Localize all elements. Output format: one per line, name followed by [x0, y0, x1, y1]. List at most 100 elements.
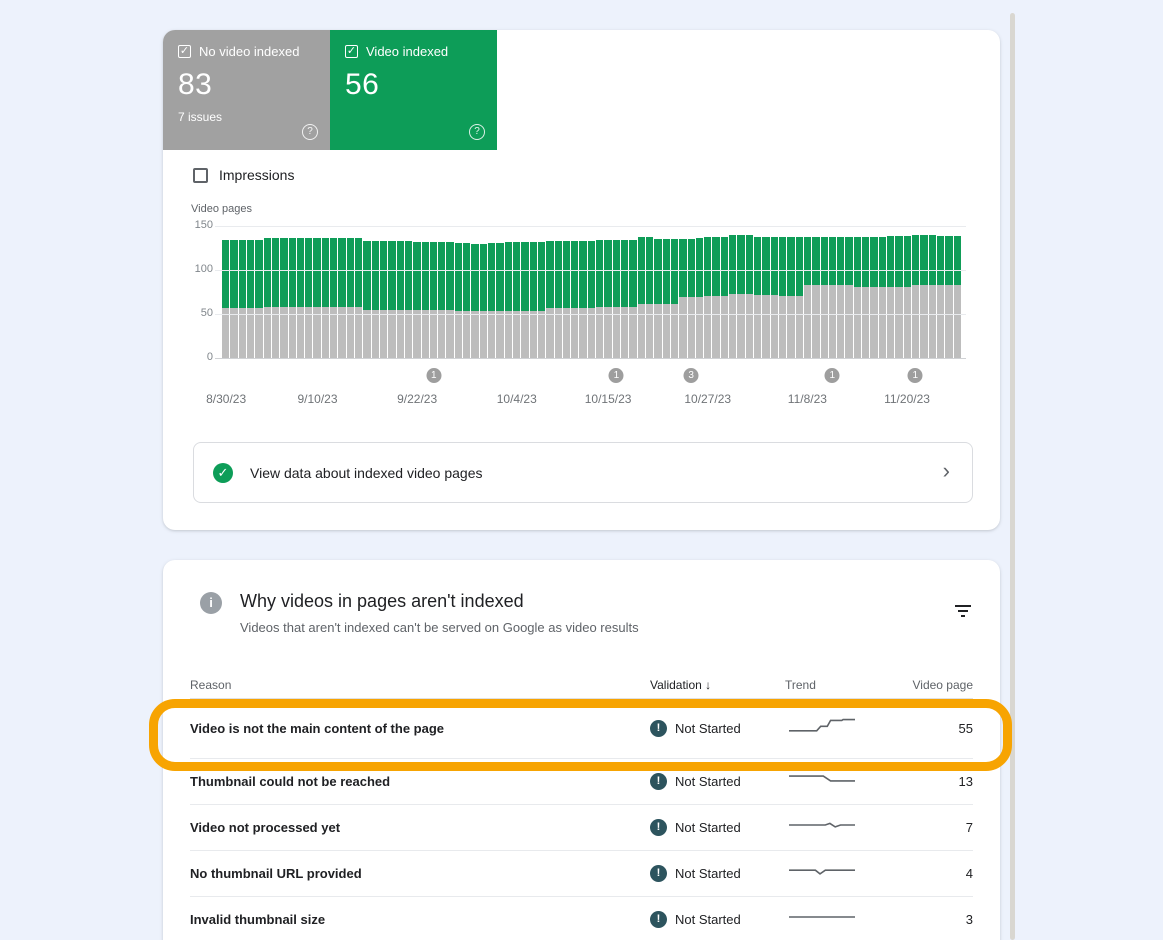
video-indexed-checkbox[interactable]: ✓ — [345, 45, 358, 58]
bar-day[interactable] — [246, 240, 255, 358]
bar-day[interactable] — [712, 237, 720, 358]
bar-day[interactable] — [612, 240, 620, 358]
bar-day[interactable] — [379, 240, 388, 358]
bar-day[interactable] — [587, 240, 596, 358]
bar-day[interactable] — [471, 243, 479, 358]
bar-day[interactable] — [463, 242, 471, 358]
bar-day[interactable] — [936, 235, 945, 358]
bar-day[interactable] — [837, 236, 845, 358]
bar-day[interactable] — [438, 241, 446, 358]
column-header-reason[interactable]: Reason — [190, 678, 232, 692]
bar-day[interactable] — [662, 239, 670, 358]
bar-day[interactable] — [762, 236, 770, 358]
bar-day[interactable] — [263, 238, 271, 358]
bar-day[interactable] — [222, 240, 230, 358]
table-row[interactable]: Thumbnail could not be reached! Not Start… — [190, 759, 973, 805]
event-badge[interactable]: 3 — [683, 368, 699, 383]
table-row[interactable]: No thumbnail URL provided! Not Started 4 — [190, 851, 973, 897]
bar-day[interactable] — [346, 238, 354, 358]
bar-day[interactable] — [521, 241, 529, 358]
filter-icon[interactable] — [951, 602, 975, 622]
table-row[interactable]: Video is not the main content of the pag… — [190, 699, 973, 759]
bar-day[interactable] — [679, 239, 687, 358]
no-video-indexed-checkbox[interactable]: ✓ — [178, 45, 191, 58]
bar-day[interactable] — [596, 240, 604, 358]
bar-day[interactable] — [895, 235, 903, 358]
bar-day[interactable] — [230, 240, 238, 358]
bar-day[interactable] — [928, 234, 936, 358]
bar-day[interactable] — [388, 240, 396, 358]
bar-day[interactable] — [845, 236, 853, 358]
bar-day[interactable] — [321, 238, 330, 358]
bar-day[interactable] — [504, 241, 512, 358]
bar-day[interactable] — [654, 239, 662, 358]
bar-day[interactable] — [512, 241, 521, 358]
bar-day[interactable] — [695, 238, 704, 358]
bar-day[interactable] — [305, 238, 313, 358]
help-icon[interactable]: ? — [469, 124, 485, 140]
bar-day[interactable] — [479, 243, 487, 358]
bar-day[interactable] — [828, 237, 837, 358]
bar-day[interactable] — [496, 242, 504, 358]
bar-day[interactable] — [554, 240, 562, 358]
bar-day[interactable] — [787, 236, 795, 358]
bar-day[interactable] — [429, 241, 438, 358]
bar-day[interactable] — [579, 240, 587, 358]
bar-day[interactable] — [446, 241, 454, 358]
bar-day[interactable] — [355, 238, 363, 358]
bar-day[interactable] — [621, 240, 629, 358]
bar-day[interactable] — [529, 241, 537, 358]
bar-day[interactable] — [562, 240, 571, 358]
bar-day[interactable] — [637, 237, 645, 358]
bar-day[interactable] — [770, 236, 778, 358]
bar-day[interactable] — [795, 236, 803, 358]
tile-video-indexed[interactable]: ✓ Video indexed 56 ? — [330, 30, 497, 150]
event-badge[interactable]: 1 — [608, 368, 624, 383]
bar-day[interactable] — [945, 235, 953, 358]
bar-day[interactable] — [953, 235, 961, 358]
bar-day[interactable] — [878, 236, 886, 358]
bar-day[interactable] — [737, 234, 745, 358]
bar-day[interactable] — [371, 240, 379, 358]
bar-day[interactable] — [629, 240, 637, 358]
bar-day[interactable] — [421, 241, 429, 358]
bar-day[interactable] — [363, 240, 371, 358]
bar-day[interactable] — [670, 239, 679, 358]
table-row[interactable]: Invalid thumbnail size! Not Started 3 — [190, 897, 973, 940]
bar-day[interactable] — [820, 237, 828, 358]
bar-day[interactable] — [645, 237, 654, 358]
bar-day[interactable] — [920, 234, 928, 358]
bar-day[interactable] — [853, 236, 862, 358]
bar-day[interactable] — [729, 234, 737, 358]
impressions-toggle[interactable]: Impressions — [193, 167, 294, 183]
bar-day[interactable] — [778, 236, 787, 358]
bar-day[interactable] — [687, 239, 695, 358]
bar-day[interactable] — [330, 238, 338, 358]
help-icon[interactable]: ? — [302, 124, 318, 140]
bar-day[interactable] — [604, 240, 612, 358]
bar-day[interactable] — [887, 235, 895, 358]
bar-day[interactable] — [271, 238, 280, 358]
vertical-scrollbar[interactable] — [1010, 13, 1015, 940]
chevron-right-icon[interactable]: › — [942, 458, 950, 483]
bar-day[interactable] — [754, 236, 762, 358]
bar-day[interactable] — [296, 238, 305, 358]
bar-day[interactable] — [280, 238, 288, 358]
bar-day[interactable] — [238, 240, 246, 358]
bar-day[interactable] — [546, 240, 554, 358]
event-badge[interactable]: 1 — [824, 368, 840, 383]
bar-day[interactable] — [454, 242, 463, 358]
bar-day[interactable] — [488, 242, 496, 358]
bar-day[interactable] — [704, 237, 712, 358]
column-header-validation[interactable]: Validation ↓ — [650, 678, 712, 692]
view-indexed-data-banner[interactable]: ✓ View data about indexed video pages › — [193, 442, 973, 503]
bar-day[interactable] — [288, 238, 296, 358]
bar-day[interactable] — [903, 235, 911, 358]
bar-day[interactable] — [413, 241, 421, 358]
impressions-checkbox[interactable] — [193, 167, 208, 183]
bar-day[interactable] — [911, 234, 920, 358]
table-row[interactable]: Video not processed yet! Not Started 7 — [190, 805, 973, 851]
bar-day[interactable] — [537, 241, 546, 358]
bar-day[interactable] — [862, 236, 870, 358]
bar-day[interactable] — [404, 240, 413, 358]
